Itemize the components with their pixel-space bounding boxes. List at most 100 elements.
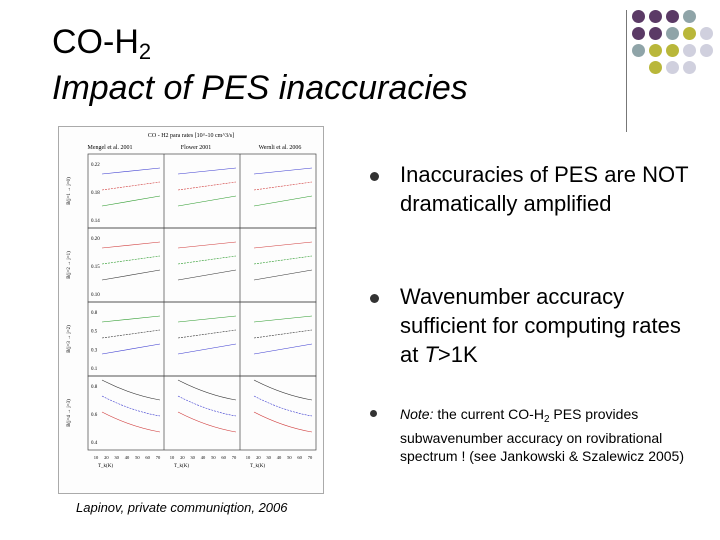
x-tick-label: 70 <box>156 455 161 460</box>
panel-curve <box>101 181 161 191</box>
panel-curve <box>101 315 161 323</box>
panel-tick-label: 0.4 <box>91 441 98 446</box>
decorative-dot <box>666 44 679 57</box>
decorative-dot <box>683 61 696 74</box>
panel-ylabel: B(j=4 → j=3) <box>67 399 72 427</box>
figure-column-3: Wernli et al. 2006 <box>259 145 302 151</box>
panel-tick-label: 0.1 <box>91 367 98 372</box>
panel-curve <box>177 315 237 323</box>
title-subscript: 2 <box>138 39 152 64</box>
panel-curve <box>177 167 237 175</box>
x-tick-label: 70 <box>308 455 313 460</box>
decorative-dot <box>683 10 696 23</box>
decorative-dot <box>666 27 679 40</box>
x-tick-label: 50 <box>287 455 292 460</box>
figure-header: CO - H2 para rates [10^-10 cm^3/s] <box>148 133 234 139</box>
bullet-text-a: the current CO-H <box>433 406 544 422</box>
x-tick-label: 30 <box>266 455 271 460</box>
panel-curve <box>101 255 161 265</box>
panel-curve <box>253 329 313 339</box>
decorative-dot <box>700 44 713 57</box>
panel-curve <box>253 195 313 207</box>
bullet-text: Wavenumber accuracy sufficient for compu… <box>400 282 700 369</box>
decorative-dot <box>700 27 713 40</box>
panel-curve <box>101 195 161 207</box>
x-axis-label: T_k(K) <box>98 464 113 469</box>
decorative-dot <box>649 27 662 40</box>
title-main: CO-H <box>52 23 139 61</box>
panel-ylabel: B(j=1 → j=0) <box>67 177 72 205</box>
panel-tick-label: 0.15 <box>91 265 100 270</box>
x-tick-label: 40 <box>125 455 130 460</box>
panel-curve <box>177 343 237 355</box>
x-tick-label: 20 <box>180 455 185 460</box>
panel-curve <box>177 255 237 265</box>
bullet-text-b: PES provides subwavenumber accuracy on r… <box>400 406 684 464</box>
decorative-dot <box>649 10 662 23</box>
panel-tick-label: 0.8 <box>91 385 98 390</box>
figure-caption: Lapinov, private communiqtion, 2006 <box>76 500 288 515</box>
slide-subtitle: Impact of PES inaccuracies <box>52 69 468 107</box>
bullet-text: Note: the current CO-H2 PES provides sub… <box>400 405 700 465</box>
panel-tick-label: 0.20 <box>91 237 100 242</box>
panel-curve <box>253 379 313 401</box>
x-tick-label: 30 <box>114 455 119 460</box>
decorative-dot <box>666 10 679 23</box>
panel-curve <box>253 241 313 249</box>
rate-plot-figure: CO - H2 para rates [10^-10 cm^3/s] Menge… <box>58 126 324 494</box>
panel-tick-label: 0.3 <box>91 348 98 353</box>
slide-title: CO-H2 <box>52 22 151 72</box>
panel-ylabel: B(j=3 → j=2) <box>67 325 72 353</box>
x-tick-label: 40 <box>277 455 282 460</box>
panel-curve <box>177 195 237 207</box>
panel-tick-label: 0.8 <box>91 311 98 316</box>
decorative-dot <box>683 27 696 40</box>
x-tick-label: 60 <box>297 455 302 460</box>
panel-curve <box>177 329 237 339</box>
x-tick-label: 50 <box>135 455 140 460</box>
x-tick-label: 60 <box>145 455 150 460</box>
decorative-dot <box>632 44 645 57</box>
panel-curve <box>101 167 161 175</box>
bullet-marker <box>370 172 379 181</box>
x-tick-label: 10 <box>170 455 175 460</box>
x-tick-label: 20 <box>104 455 109 460</box>
x-tick-label: 30 <box>190 455 195 460</box>
x-axis-label: T_k(K) <box>250 464 265 469</box>
panel-curve <box>101 269 161 281</box>
figure-column-2: Flower 2001 <box>181 145 212 151</box>
panel-curve <box>253 411 313 433</box>
panel-ylabel: B(j=2 → j=1) <box>67 251 72 279</box>
panel-tick-label: 0.10 <box>91 293 100 298</box>
panel-curve <box>101 411 161 433</box>
panel-curve <box>101 329 161 339</box>
panel-curve <box>253 395 313 417</box>
x-tick-label: 10 <box>94 455 99 460</box>
bullet-text-italic: T <box>424 342 438 367</box>
decorative-dot <box>632 27 645 40</box>
decorative-dot <box>649 61 662 74</box>
decorative-dot <box>666 61 679 74</box>
x-tick-label: 20 <box>256 455 261 460</box>
bullet-marker <box>370 294 379 303</box>
bullet-text-end: >1K <box>437 342 478 367</box>
panel-curve <box>253 315 313 323</box>
panel-tick-label: 0.5 <box>91 330 98 335</box>
x-axis-label: T_k(K) <box>174 464 189 469</box>
panel-curve <box>253 167 313 175</box>
panel-curve <box>253 343 313 355</box>
panel-curve <box>177 269 237 281</box>
panel-curve <box>177 395 237 417</box>
panel-curve <box>101 343 161 355</box>
panel-curve <box>177 241 237 249</box>
panel-tick-label: 0.22 <box>91 163 100 168</box>
decorative-dot <box>632 10 645 23</box>
panel-tick-label: 0.14 <box>91 219 100 224</box>
plot-grid: B(j=1 → j=0) 0.22 0.18 0.14 B(j=2 → j=1) 0.20… <box>67 153 317 469</box>
panel-curve <box>253 181 313 191</box>
bullet-text-main: Wavenumber accuracy sufficient for compu… <box>400 284 681 367</box>
panel-curve <box>177 379 237 401</box>
panel-tick-label: 0.6 <box>91 413 98 418</box>
x-tick-label: 50 <box>211 455 216 460</box>
decorative-dot <box>683 44 696 57</box>
